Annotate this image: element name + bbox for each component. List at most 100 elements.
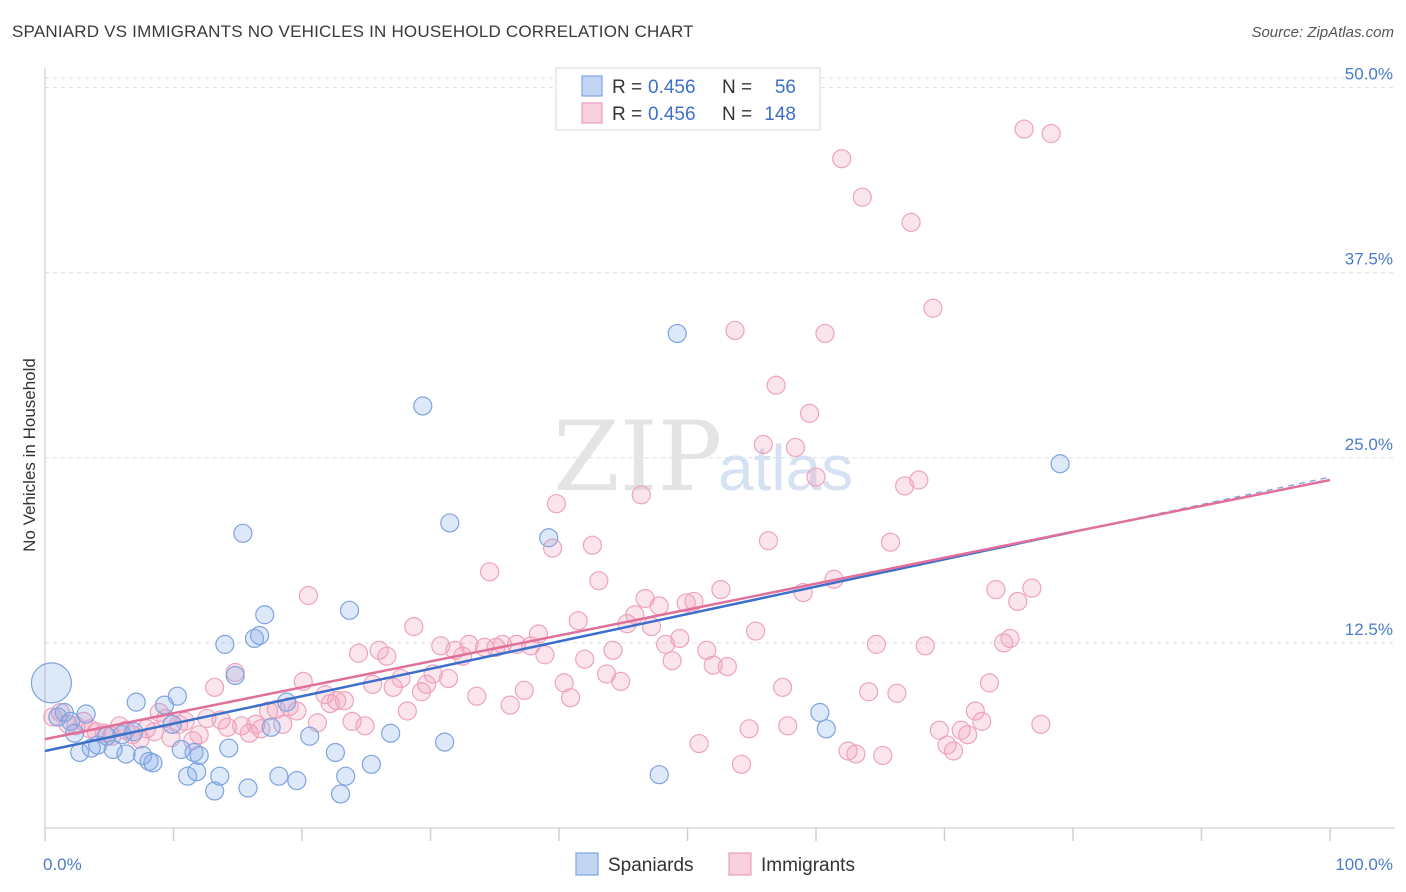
bottom-legend-label-immigrants: Immigrants — [761, 855, 855, 876]
spaniards-point-37 — [269, 766, 289, 786]
spaniards-point-44 — [339, 600, 360, 620]
immigrants-point-104 — [758, 531, 779, 551]
immigrants-point-91 — [670, 628, 690, 649]
spaniards-point-24 — [187, 762, 207, 782]
spaniards-point-55 — [1050, 454, 1070, 474]
immigrants-point-99 — [725, 320, 745, 341]
immigrants-point-23 — [205, 677, 225, 697]
spaniards-point-46 — [381, 723, 401, 743]
spaniards-point-30 — [225, 665, 245, 686]
spaniards-point-28 — [215, 634, 235, 654]
immigrants-point-142 — [1031, 714, 1051, 734]
immigrants-point-93 — [684, 591, 704, 612]
legend-r-value-immigrants: 0.456 — [648, 104, 696, 125]
immigrants-point-112 — [815, 323, 835, 344]
spaniards-point-38 — [276, 692, 297, 712]
spaniards-point-29 — [219, 738, 239, 758]
spaniards-point-27 — [210, 766, 230, 786]
immigrants-point-81 — [603, 640, 623, 660]
immigrants-point-30 — [251, 719, 271, 739]
legend-n-value-spaniards: 56 — [775, 77, 796, 98]
immigrants-point-102 — [746, 621, 766, 641]
immigrants-point-89 — [656, 634, 676, 654]
immigrants-point-103 — [753, 434, 773, 455]
spaniards-point-22 — [178, 766, 198, 786]
spaniards-point-53 — [810, 702, 830, 723]
legend-r-value-spaniards: 0.456 — [648, 77, 696, 98]
spaniards-point-39 — [287, 771, 307, 791]
watermark-zip: ZIP — [553, 401, 722, 513]
immigrants-point-138 — [1000, 628, 1020, 649]
spaniards-point-10 — [103, 739, 123, 760]
immigrants-point-68 — [514, 680, 534, 700]
immigrants-point-126 — [915, 636, 935, 656]
immigrants-point-140 — [1014, 119, 1034, 139]
legend-top: R = 0.456 N = 56 R = 0.456 N = 148 — [555, 67, 821, 131]
immigrants-point-51 — [397, 701, 417, 721]
y-tick-label-2: 37.5% — [1345, 250, 1393, 269]
spaniards-point-20 — [167, 686, 187, 706]
immigrants-point-133 — [965, 701, 985, 721]
spaniards-point-51 — [649, 765, 669, 785]
immigrants-point-105 — [766, 375, 786, 395]
immigrants-point-85 — [631, 485, 651, 505]
immigrants-point-97 — [711, 579, 731, 600]
immigrants-point-88 — [649, 596, 669, 616]
immigrants-point-45 — [355, 716, 375, 736]
immigrants-point-132 — [958, 725, 978, 745]
spaniards-point-23 — [184, 742, 204, 763]
spaniards-point-26 — [205, 781, 225, 801]
spaniards-point-32 — [238, 778, 258, 798]
immigrants-point-52 — [404, 617, 424, 637]
immigrants-point-96 — [703, 655, 723, 675]
y-axis-label: No Vehicles in Household — [20, 358, 39, 552]
spaniards-point-17 — [143, 753, 163, 773]
immigrants-point-44 — [348, 643, 369, 663]
immigrants-point-100 — [731, 754, 752, 774]
immigrants-point-114 — [832, 149, 852, 169]
bottom-legend-swatch-spaniards — [575, 852, 599, 876]
immigrants-point-121 — [880, 532, 901, 552]
immigrants-point-101 — [739, 719, 759, 739]
legend-swatch-immigrants — [581, 102, 603, 124]
immigrants-point-76 — [568, 611, 588, 631]
immigrants-point-72 — [542, 538, 563, 558]
spaniards-point-0 — [30, 662, 73, 704]
immigrants-point-118 — [859, 682, 879, 702]
immigrants-point-117 — [852, 187, 872, 207]
immigrants-point-90 — [662, 651, 682, 671]
spaniards-point-25 — [189, 745, 209, 766]
immigrants-point-115 — [838, 741, 858, 761]
immigrants-points — [43, 119, 1061, 774]
chart-source: Source: ZipAtlas.com — [1251, 24, 1394, 41]
spaniards-point-31 — [233, 523, 253, 543]
immigrants-point-120 — [873, 745, 893, 766]
immigrants-point-61 — [467, 686, 487, 706]
immigrants-point-27 — [232, 716, 252, 736]
immigrants-point-139 — [1008, 591, 1028, 612]
spaniards-point-35 — [255, 605, 275, 625]
spaniards-point-33 — [244, 628, 265, 649]
immigrants-point-31 — [258, 701, 279, 721]
x-tick-label-max: 100.0% — [1335, 855, 1393, 874]
immigrants-point-21 — [189, 725, 209, 745]
bottom-legend-label-spaniards: Spaniards — [608, 855, 694, 876]
immigrants-point-92 — [676, 593, 696, 613]
immigrants-point-82 — [611, 671, 631, 692]
chart-title: SPANIARD VS IMMIGRANTS NO VEHICLES IN HO… — [12, 22, 694, 41]
legend-n-label-spaniards: N = — [722, 77, 752, 98]
immigrants-point-128 — [929, 720, 949, 740]
x-tick-label-min: 0.0% — [43, 855, 82, 874]
immigrants-point-43 — [342, 711, 362, 731]
immigrants-point-33 — [273, 714, 293, 734]
immigrants-point-123 — [895, 476, 915, 496]
spaniards-point-12 — [116, 744, 136, 764]
spaniards-point-14 — [126, 692, 146, 712]
spaniards-point-3 — [61, 711, 81, 731]
watermark-atlas: atlas — [718, 432, 853, 504]
immigrants-point-108 — [785, 437, 806, 458]
immigrants-point-46 — [363, 674, 383, 694]
immigrants-point-57 — [438, 668, 459, 689]
immigrants-point-106 — [772, 677, 793, 697]
